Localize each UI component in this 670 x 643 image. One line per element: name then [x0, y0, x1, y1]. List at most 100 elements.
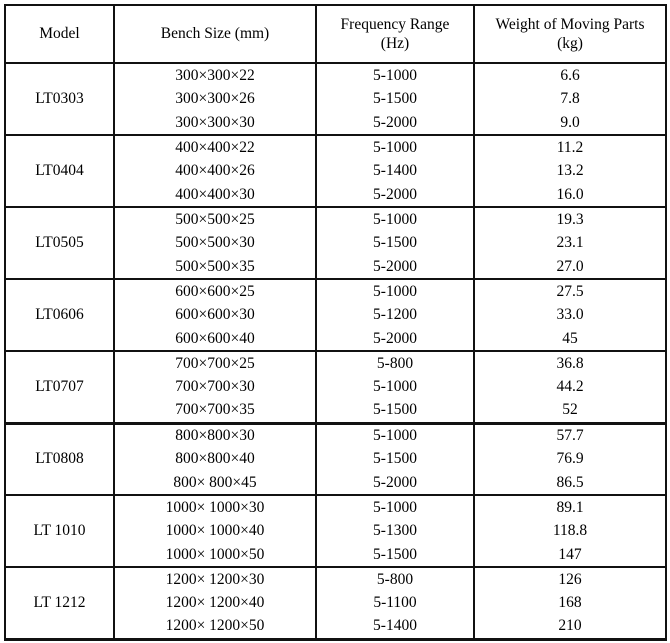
- header-frequency-range: Frequency Range (Hz): [315, 5, 475, 64]
- model-cell: LT 1212: [4, 566, 115, 639]
- frequency-range-cell: 5-1200: [315, 303, 475, 327]
- frequency-range-cell: 5-1000: [315, 375, 475, 399]
- frequency-range-cell: 5-2000: [315, 183, 475, 207]
- frequency-range-cell: 5-1500: [315, 447, 475, 471]
- weight-cell: 118.8: [473, 519, 667, 543]
- table-row: 1000× 1000×40 5-1300 118.8: [5, 519, 667, 543]
- weight-cell: 168: [473, 591, 667, 615]
- table-row: 600×600×40 5-2000 45: [5, 327, 667, 351]
- table-row: LT0606 600×600×25 5-1000 27.5: [4, 278, 667, 351]
- weight-cell: 19.3: [473, 206, 667, 231]
- bench-size-cell: 600×600×25: [113, 278, 317, 303]
- bench-size-cell: 600×600×40: [113, 327, 317, 351]
- frequency-range-cell: 5-1100: [315, 591, 475, 615]
- spec-table: Model Bench Size (mm) Frequency Range (H…: [4, 4, 667, 641]
- bench-size-cell: 700×700×35: [113, 399, 317, 423]
- bench-size-cell: 1200× 1200×50: [113, 615, 317, 639]
- bench-size-cell: 500×500×25: [113, 206, 317, 231]
- header-row: Model Bench Size (mm) Frequency Range (H…: [4, 5, 667, 64]
- weight-cell: 57.7: [473, 421, 667, 447]
- bench-size-cell: 400×400×22: [113, 134, 317, 159]
- model-cell: LT0404: [4, 134, 115, 207]
- weight-cell: 13.2: [473, 159, 667, 183]
- table-row: 800× 800×45 5-2000 86.5: [5, 471, 667, 495]
- frequency-range-cell: 5-1300: [315, 519, 475, 543]
- header-model: Model: [4, 5, 115, 64]
- table-row: 1000× 1000×50 5-1500 147: [5, 543, 667, 567]
- bench-size-cell: 500×500×35: [113, 255, 317, 279]
- table-row: LT0808 800×800×30 5-1000 57.7: [4, 421, 667, 495]
- bench-size-cell: 700×700×30: [113, 375, 317, 399]
- weight-cell: 126: [473, 566, 667, 591]
- bench-size-cell: 500×500×30: [113, 231, 317, 255]
- weight-cell: 44.2: [473, 375, 667, 399]
- weight-cell: 147: [473, 543, 667, 567]
- frequency-range-cell: 5-1500: [315, 231, 475, 255]
- weight-cell: 9.0: [473, 111, 667, 135]
- table-row: 400×400×30 5-2000 16.0: [5, 183, 667, 207]
- weight-cell: 6.6: [473, 62, 667, 87]
- weight-cell: 45: [473, 327, 667, 351]
- weight-cell: 86.5: [473, 471, 667, 495]
- table-row: 300×300×26 5-1500 7.8: [5, 87, 667, 111]
- weight-cell: 23.1: [473, 231, 667, 255]
- frequency-range-cell: 5-1500: [315, 543, 475, 567]
- bench-size-cell: 800×800×40: [113, 447, 317, 471]
- weight-cell: 27.0: [473, 255, 667, 279]
- weight-cell: 16.0: [473, 183, 667, 207]
- bench-size-cell: 300×300×26: [113, 87, 317, 111]
- bench-size-cell: 700×700×25: [113, 350, 317, 375]
- frequency-range-cell: 5-1000: [315, 206, 475, 231]
- bench-size-cell: 400×400×26: [113, 159, 317, 183]
- model-cell: LT0707: [4, 350, 115, 423]
- model-cell: LT0303: [4, 62, 115, 135]
- model-cell: LT0505: [4, 206, 115, 279]
- frequency-range-cell: 5-800: [315, 566, 475, 591]
- model-cell: LT 1010: [4, 494, 115, 567]
- table-row: 1200× 1200×50 5-1400 210: [5, 615, 667, 639]
- table-row: LT 1212 1200× 1200×30 5-800 126: [4, 566, 667, 639]
- bench-size-cell: 800×800×30: [113, 421, 317, 447]
- bench-size-cell: 1000× 1000×30: [113, 494, 317, 519]
- frequency-range-cell: 5-1000: [315, 134, 475, 159]
- table-row: LT 1010 1000× 1000×30 5-1000 89.1: [4, 494, 667, 567]
- table-row: 800×800×40 5-1500 76.9: [5, 447, 667, 471]
- bench-size-cell: 300×300×22: [113, 62, 317, 87]
- table-body: LT0303 300×300×22 5-1000 6.6 300×300×26 5-150…: [4, 62, 667, 639]
- table-row: LT0707 700×700×25 5-800 36.8: [4, 350, 667, 423]
- weight-cell: 33.0: [473, 303, 667, 327]
- weight-cell: 76.9: [473, 447, 667, 471]
- frequency-range-cell: 5-1400: [315, 615, 475, 639]
- bench-size-cell: 1000× 1000×50: [113, 543, 317, 567]
- frequency-range-cell: 5-1000: [315, 421, 475, 447]
- table-row: LT0404 400×400×22 5-1000 11.2: [4, 134, 667, 207]
- weight-cell: 210: [473, 615, 667, 639]
- frequency-range-cell: 5-2000: [315, 471, 475, 495]
- frequency-range-cell: 5-1400: [315, 159, 475, 183]
- frequency-range-cell: 5-800: [315, 350, 475, 375]
- weight-cell: 52: [473, 399, 667, 423]
- weight-cell: 89.1: [473, 494, 667, 519]
- bench-size-cell: 600×600×30: [113, 303, 317, 327]
- table-row: 400×400×26 5-1400 13.2: [5, 159, 667, 183]
- frequency-range-cell: 5-1500: [315, 87, 475, 111]
- table-row: 700×700×35 5-1500 52: [5, 399, 667, 423]
- model-cell: LT0606: [4, 278, 115, 351]
- frequency-range-cell: 5-1000: [315, 494, 475, 519]
- weight-cell: 27.5: [473, 278, 667, 303]
- table-row: LT0505 500×500×25 5-1000 19.3: [4, 206, 667, 279]
- table-row: 500×500×30 5-1500 23.1: [5, 231, 667, 255]
- table-row: 600×600×30 5-1200 33.0: [5, 303, 667, 327]
- frequency-range-cell: 5-2000: [315, 111, 475, 135]
- bench-size-cell: 300×300×30: [113, 111, 317, 135]
- bench-size-cell: 1000× 1000×40: [113, 519, 317, 543]
- frequency-range-cell: 5-1000: [315, 62, 475, 87]
- bench-size-cell: 400×400×30: [113, 183, 317, 207]
- table-row: 1200× 1200×40 5-1100 168: [5, 591, 667, 615]
- frequency-range-cell: 5-2000: [315, 255, 475, 279]
- header-bench-size: Bench Size (mm): [113, 5, 317, 64]
- table-row: 500×500×35 5-2000 27.0: [5, 255, 667, 279]
- weight-cell: 36.8: [473, 350, 667, 375]
- bench-size-cell: 1200× 1200×40: [113, 591, 317, 615]
